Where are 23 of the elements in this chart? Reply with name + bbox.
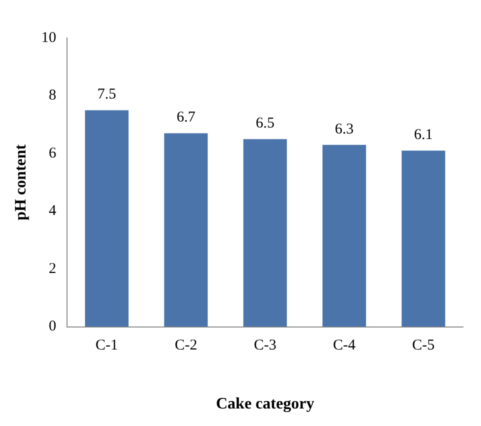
- x-tick-label: C-4: [333, 338, 356, 354]
- x-axis-title: Cake category: [216, 396, 314, 413]
- bar: [85, 110, 129, 327]
- x-tick-label: C-1: [96, 338, 118, 354]
- bar: [243, 139, 287, 327]
- bar: [164, 133, 208, 327]
- data-label: 7.5: [97, 86, 116, 103]
- y-tick-label: 6: [48, 145, 57, 162]
- y-tick-label: 2: [48, 260, 56, 277]
- data-label: 6.3: [334, 121, 354, 138]
- data-label: 6.7: [176, 110, 196, 126]
- y-tick-label: 10: [41, 30, 56, 46]
- data-label: 6.5: [256, 116, 274, 132]
- bar: [322, 144, 366, 327]
- x-tick-label: C-5: [412, 338, 435, 354]
- y-tick-label: 0: [48, 318, 56, 335]
- bar: [402, 150, 446, 327]
- x-tick-label: C-2: [174, 338, 198, 354]
- y-tick-label: 8: [48, 88, 56, 104]
- x-tick-label: C-3: [254, 338, 276, 354]
- y-axis-title: pH content: [12, 144, 30, 220]
- y-tick-label: 4: [48, 203, 57, 220]
- data-label: 6.1: [414, 127, 433, 144]
